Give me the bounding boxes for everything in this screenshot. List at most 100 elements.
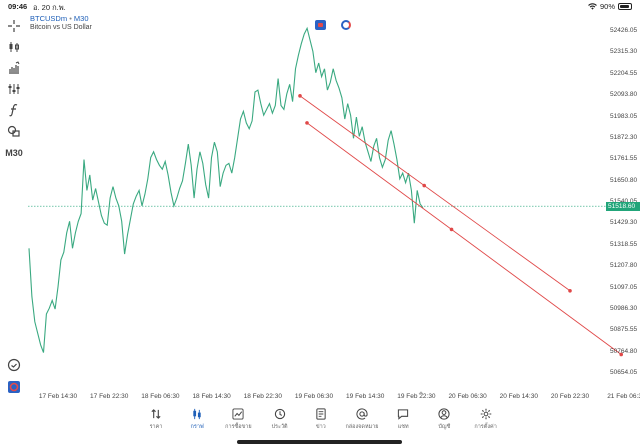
trendline-anchor[interactable]	[298, 94, 302, 98]
news-icon	[316, 408, 326, 420]
nav-label: ข่าว	[315, 424, 326, 430]
scroll-marker-icon	[418, 391, 424, 395]
settings-sliders-icon[interactable]	[5, 80, 23, 98]
price-tick-label: 51540.05	[610, 198, 637, 205]
nav-label: ประวัติ	[271, 424, 288, 430]
time-tick-label: 19 Feb 22:30	[397, 393, 436, 400]
nav-item-quotes[interactable]: ราคา	[134, 408, 178, 431]
mailbox-icon	[356, 408, 368, 420]
current-price-label: 51518.60	[606, 201, 640, 211]
trendlines	[298, 94, 623, 357]
price-tick-label: 51650.80	[610, 176, 638, 184]
account-icon	[438, 408, 450, 420]
left-toolbar: M30	[0, 14, 28, 404]
price-line-series	[28, 26, 424, 353]
nav-label: กราฟ	[190, 424, 204, 430]
nav-label: การตั้งค่า	[474, 424, 497, 430]
time-tick-label: 17 Feb 22:30	[90, 393, 129, 400]
price-tick-label: 51097.05	[610, 283, 638, 291]
history-icon	[274, 408, 285, 420]
time-tick-label: 18 Feb 06:30	[141, 393, 180, 400]
time-tick-label: 21 Feb 06:3	[607, 393, 640, 400]
time-tick-label: 20 Feb 06:30	[448, 393, 487, 400]
price-tick-label: 51429.30	[610, 219, 638, 227]
trade-icon	[232, 408, 244, 420]
minimize-icon[interactable]	[5, 356, 23, 374]
chart-type-icon[interactable]	[5, 38, 23, 56]
price-tick-label: 51983.05	[610, 112, 638, 120]
trendline-anchor[interactable]	[305, 121, 309, 125]
nav-label: กล่องจดหมาย	[345, 424, 379, 430]
nav-item-chart[interactable]: กราฟ	[175, 408, 219, 431]
indicators-icon[interactable]	[5, 59, 23, 77]
nav-item-settings[interactable]: การตั้งค่า	[464, 408, 508, 431]
price-tick-label: 51207.80	[610, 262, 638, 270]
price-tick-label: 50764.80	[610, 347, 638, 355]
quotes-icon	[151, 409, 161, 419]
price-tick-label: 52426.05	[610, 27, 638, 34]
price-tick-label: 50986.30	[610, 304, 638, 312]
price-axis: 52426.05 52315.30 52204.55 52093.80 51983.05…	[606, 0, 640, 400]
price-tick-label: 52315.30	[610, 48, 638, 56]
price-tick-label: 52093.80	[610, 91, 638, 99]
settings-icon	[480, 408, 491, 420]
function-icon[interactable]	[5, 101, 23, 119]
time-tick-label: 20 Feb 22:30	[550, 393, 590, 400]
trendline-anchor[interactable]	[619, 352, 623, 357]
nav-item-news[interactable]: ข่าว	[299, 408, 343, 431]
time-tick-label: 18 Feb 22:30	[243, 393, 282, 400]
time-axis: 17 Feb 14:30 17 Feb 22:30 18 Feb 06:30 18 F…	[0, 392, 640, 404]
symbol-description: Bitcoin vs US Dollar	[30, 24, 92, 31]
nav-item-chat[interactable]: แชท	[381, 408, 425, 431]
price-tick-label: 50654.05	[610, 369, 638, 376]
battery-percent: 90%	[599, 2, 615, 11]
bottom-navigation: ราคา กราฟ การซื้อขาย ประวัติ ข่าว กล่องจดหมาย…	[0, 404, 640, 438]
objects-icon[interactable]	[5, 122, 23, 140]
trendline-anchor[interactable]	[568, 288, 572, 293]
status-bar: 09:46 อ. 20 ก.พ. 90%	[0, 0, 640, 12]
one-click-trading-icon[interactable]	[315, 20, 326, 30]
trendline-anchor[interactable]	[422, 183, 427, 188]
trendline-anchor[interactable]	[449, 227, 454, 232]
symbol-info: BTCUSDm • M30 Bitcoin vs US Dollar	[30, 14, 92, 31]
nav-label: การซื้อขาย	[225, 424, 252, 430]
symbol-line: BTCUSDm • M30	[30, 14, 92, 23]
trendline[interactable]	[306, 122, 622, 355]
refresh-icon[interactable]	[341, 20, 351, 30]
battery-fill	[620, 5, 629, 8]
symbol-name: BTCUSDm	[30, 14, 68, 23]
status-right: 90%	[588, 2, 632, 11]
battery-icon	[618, 3, 632, 10]
time-tick-label: 17 Feb 14:30	[38, 393, 78, 400]
wifi-icon	[588, 3, 597, 10]
price-tick-label: 51318.55	[610, 240, 638, 248]
time-tick-label: 19 Feb 14:30	[346, 393, 385, 400]
time-tick-label: 19 Feb 06:30	[294, 393, 334, 400]
price-tick-label: 51761.55	[610, 155, 638, 163]
home-indicator	[237, 440, 402, 444]
price-tick-label: 52204.55	[610, 69, 638, 77]
time-tick-label: 18 Feb 14:30	[192, 393, 231, 400]
nav-item-account[interactable]: บัญชี	[422, 408, 466, 431]
separator-dot: •	[69, 14, 72, 23]
nav-label: แชท	[397, 424, 409, 430]
status-date: อ. 20 ก.พ.	[33, 3, 66, 12]
crosshair-icon[interactable]	[5, 17, 23, 35]
nav-label: บัญชี	[438, 424, 451, 430]
chart-mode-icons	[315, 20, 351, 30]
timeframe-button[interactable]: M30	[5, 148, 23, 158]
time-tick-label: 20 Feb 14:30	[499, 393, 538, 400]
nav-item-mailbox[interactable]: กล่องจดหมาย	[340, 408, 384, 431]
nav-item-history[interactable]: ประวัติ	[258, 408, 302, 431]
status-time: 09:46	[8, 2, 28, 11]
symbol-timeframe: M30	[73, 14, 89, 23]
nav-item-trade[interactable]: การซื้อขาย	[216, 408, 260, 431]
trendline[interactable]	[299, 95, 571, 292]
price-tick-label: 50875.55	[610, 326, 638, 334]
nav-label: ราคา	[149, 424, 163, 430]
app-logo-icon[interactable]	[5, 378, 23, 396]
price-tick-label: 51872.30	[610, 133, 638, 141]
chat-icon	[398, 409, 409, 420]
chart-icon	[193, 408, 201, 420]
